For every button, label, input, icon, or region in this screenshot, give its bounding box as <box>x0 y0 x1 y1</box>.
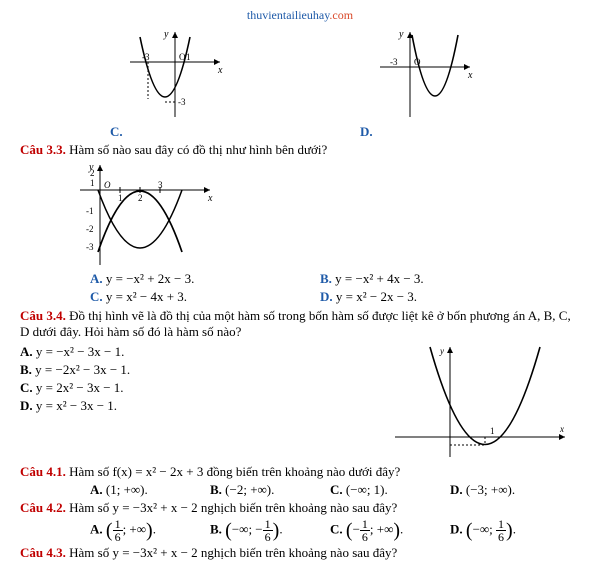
q33-graph: x y O 2 1 -1 -2 -3 1 2 3 <box>70 160 220 270</box>
q41-a: (1; +∞). <box>106 482 148 497</box>
q41-label: Câu 4.1. <box>20 464 66 479</box>
svg-text:-3: -3 <box>390 57 398 67</box>
svg-text:-1: -1 <box>86 206 94 216</box>
q34-graph: x y 1 <box>390 342 570 462</box>
opt-c: C. <box>20 380 33 395</box>
svg-text:x: x <box>217 65 223 76</box>
opt-d-label: D. <box>360 124 373 139</box>
watermark-main: thuvientailieuhay <box>247 8 330 22</box>
q42-c: C. (−16; +∞). <box>330 518 450 543</box>
q33-label: Câu 3.3. <box>20 142 66 157</box>
q41-b: (−2; +∞). <box>225 482 274 497</box>
q34-c: y = 2x² − 3x − 1. <box>36 380 124 395</box>
opt-a: A. <box>90 271 103 286</box>
q33-b: y = −x² + 4x − 3. <box>335 271 423 286</box>
graph-c: x y O -3 1 -3 <box>120 27 230 122</box>
q34-b: y = −2x² − 3x − 1. <box>35 362 130 377</box>
svg-text:x: x <box>559 424 564 434</box>
q41-options: A. (1; +∞). B. (−2; +∞). C. (−∞; 1). D. … <box>90 482 580 498</box>
q43-label: Câu 4.3. <box>20 545 66 560</box>
q34: Câu 3.4. Đồ thị hình vẽ là đồ thị của mộ… <box>20 308 580 340</box>
svg-text:1: 1 <box>490 426 495 436</box>
q41-d: (−3; +∞). <box>466 482 515 497</box>
q42: Câu 4.2. Hàm số y = −3x² + x − 2 nghịch … <box>20 500 580 516</box>
q42-b: B. (−∞; −16). <box>210 518 330 543</box>
q34-label: Câu 3.4. <box>20 308 66 323</box>
q34-body: A. y = −x² − 3x − 1. B. y = −2x² − 3x − … <box>20 342 580 462</box>
opt-b: B. <box>20 362 32 377</box>
watermark-ext: .com <box>329 8 353 22</box>
opt-a: A. <box>20 344 33 359</box>
q34-a: y = −x² − 3x − 1. <box>36 344 124 359</box>
q33-graph-wrap: x y O 2 1 -1 -2 -3 1 2 3 <box>70 160 580 270</box>
q41: Câu 4.1. Hàm số f(x) = x² − 2x + 3 đồng … <box>20 464 580 480</box>
q42-label: Câu 4.2. <box>20 500 66 515</box>
svg-text:2: 2 <box>90 168 95 178</box>
q43: Câu 4.3. Hàm số y = −3x² + x − 2 nghịch … <box>20 545 580 561</box>
svg-text:x: x <box>467 70 473 81</box>
q42-d: D. (−∞; 16). <box>450 518 570 543</box>
svg-text:x: x <box>207 193 213 204</box>
svg-text:-2: -2 <box>86 224 94 234</box>
svg-text:1: 1 <box>90 178 95 188</box>
watermark: thuvientailieuhay.com <box>20 8 580 23</box>
svg-text:y: y <box>439 346 444 356</box>
top-graphs: x y O -3 1 -3 x y O -3 <box>20 27 580 122</box>
q41-text: Hàm số f(x) = x² − 2x + 3 đồng biến trên… <box>69 464 400 479</box>
svg-text:-3: -3 <box>178 97 186 107</box>
q43-text: Hàm số y = −3x² + x − 2 nghịch biến trên… <box>69 545 397 560</box>
q41-c: (−∞; 1). <box>346 482 388 497</box>
opt-d: D. <box>320 289 333 304</box>
opt-a: A. <box>90 521 103 536</box>
q42-text: Hàm số y = −3x² + x − 2 nghịch biến trên… <box>69 500 397 515</box>
q33-c: y = x² − 4x + 3. <box>106 289 187 304</box>
opt-d: D. <box>450 521 463 536</box>
opt-c: C. <box>330 482 343 497</box>
graph-d: x y O -3 <box>370 27 480 122</box>
opt-c: C. <box>90 289 103 304</box>
svg-text:y: y <box>163 29 169 40</box>
opt-c-label: C. <box>110 124 123 139</box>
q33-d: y = x² − 2x − 3. <box>336 289 417 304</box>
q33-a: y = −x² + 2x − 3. <box>106 271 194 286</box>
opt-b: B. <box>210 482 222 497</box>
opt-a: A. <box>90 482 103 497</box>
cd-labels: C. D. <box>20 124 580 140</box>
opt-d: D. <box>450 482 463 497</box>
svg-text:y: y <box>398 29 404 40</box>
q33-options: A. y = −x² + 2x − 3. B. y = −x² + 4x − 3… <box>90 270 580 306</box>
opt-c: C. <box>330 521 343 536</box>
q34-d: y = x² − 3x − 1. <box>36 398 117 413</box>
q33-text: Hàm số nào sau đây có đồ thị như hình bê… <box>69 142 327 157</box>
opt-b: B. <box>320 271 332 286</box>
q42-options: A. (16; +∞). B. (−∞; −16). C. (−16; +∞).… <box>90 518 580 543</box>
q34-text: Đồ thị hình vẽ là đồ thị của một hàm số … <box>20 308 571 339</box>
q33: Câu 3.3. Hàm số nào sau đây có đồ thị nh… <box>20 142 580 158</box>
opt-b: B. <box>210 521 222 536</box>
svg-text:O: O <box>104 180 111 190</box>
opt-d: D. <box>20 398 33 413</box>
q42-a: A. (16; +∞). <box>90 518 210 543</box>
